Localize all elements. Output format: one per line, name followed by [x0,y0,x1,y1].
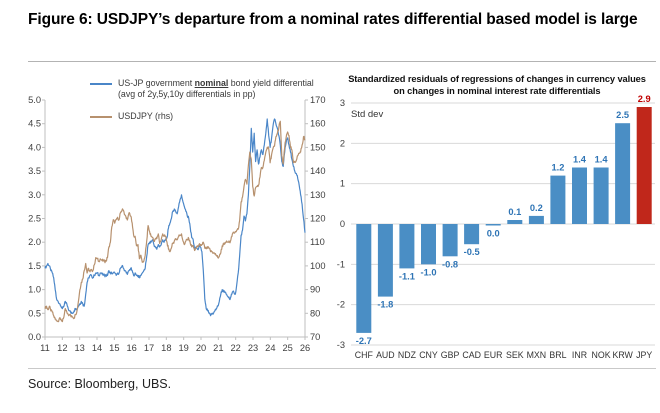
svg-text:26: 26 [300,343,310,353]
svg-text:GBP: GBP [441,350,460,360]
svg-text:JPY: JPY [636,350,652,360]
svg-text:2: 2 [340,138,345,148]
svg-text:120: 120 [310,214,326,224]
svg-text:170: 170 [310,95,326,105]
svg-text:INR: INR [572,350,587,360]
svg-text:-1.1: -1.1 [399,271,415,281]
svg-text:90: 90 [310,285,320,295]
usdjpy-legend-swatch [90,115,112,118]
svg-text:CHF: CHF [355,350,374,360]
svg-text:3.5: 3.5 [28,166,41,176]
svg-text:16: 16 [126,343,136,353]
bar-chart-title-line2: on changes in nominal interest rate diff… [393,85,601,96]
usdjpy-legend-label: USDJPY (rhs) [118,110,174,121]
svg-text:KRW: KRW [612,350,633,360]
svg-text:17: 17 [144,343,154,353]
svg-text:0.5: 0.5 [28,308,41,318]
svg-text:130: 130 [310,190,326,200]
svg-text:SEK: SEK [506,350,524,360]
svg-text:1.2: 1.2 [551,163,564,173]
svg-text:80: 80 [310,308,320,318]
differential-legend-label: US-JP government nominal bond yield diff… [118,78,314,100]
svg-text:1: 1 [340,179,345,189]
svg-text:19: 19 [178,343,188,353]
svg-text:150: 150 [310,142,326,152]
svg-text:0: 0 [340,219,345,229]
svg-text:4.5: 4.5 [28,119,41,129]
bar-chart-title-line1: Standardized residuals of regressions of… [348,74,646,84]
svg-text:CAD: CAD [462,350,481,360]
svg-text:22: 22 [230,343,240,353]
svg-text:-0.8: -0.8 [442,259,458,269]
svg-text:-3: -3 [337,340,345,350]
svg-text:-2.7: -2.7 [356,336,372,346]
svg-text:15: 15 [109,343,119,353]
source-text: Source: Bloomberg, UBS. [28,377,172,391]
svg-text:13: 13 [74,343,84,353]
svg-text:23: 23 [248,343,258,353]
bar-chart-svg: -3 -2 -1 0 1 2 3 Std dev -2.7 CHF -1.8 AUD -1.1 NDZ -1… [337,94,655,360]
svg-text:-1.0: -1.0 [420,267,436,277]
svg-text:14: 14 [92,343,102,353]
svg-text:160: 160 [310,119,326,129]
svg-text:21: 21 [213,343,223,353]
svg-text:Std dev: Std dev [351,109,383,120]
legend-item-differential: US-JP government nominal bond yield diff… [90,78,320,101]
svg-text:3: 3 [340,98,345,108]
svg-text:-0.5: -0.5 [464,247,480,257]
svg-text:-1: -1 [337,259,345,269]
svg-text:2.0: 2.0 [28,237,41,247]
svg-text:2.5: 2.5 [28,214,41,224]
svg-text:-2: -2 [337,300,345,310]
svg-text:25: 25 [282,343,292,353]
svg-text:EUR: EUR [484,350,503,360]
svg-text:12: 12 [57,343,67,353]
svg-text:2.5: 2.5 [616,110,629,120]
svg-text:20: 20 [196,343,206,353]
svg-text:NDZ: NDZ [398,350,417,360]
differential-legend-swatch [90,83,112,85]
svg-text:AUD: AUD [376,350,395,360]
svg-text:100: 100 [310,261,326,271]
svg-text:24: 24 [265,343,275,353]
svg-text:MXN: MXN [527,350,547,360]
svg-text:5.0: 5.0 [28,95,41,105]
svg-text:70: 70 [310,332,320,342]
svg-text:1.0: 1.0 [28,285,41,295]
svg-text:CNY: CNY [419,350,438,360]
svg-text:110: 110 [310,237,325,247]
svg-text:1.4: 1.4 [573,155,587,165]
svg-text:NOK: NOK [592,350,611,360]
line-chart-legend: US-JP government nominal bond yield diff… [90,78,320,132]
bar-chart: Standardized residuals of regressions of… [335,68,659,368]
svg-text:11: 11 [40,343,50,353]
figure-title: Figure 6: USDJPY’s departure from a nomi… [28,11,638,28]
legend-item-usdjpy: USDJPY (rhs) [90,111,320,122]
svg-text:2.9: 2.9 [638,94,651,104]
svg-text:0.1: 0.1 [508,207,521,217]
title-divider [28,61,656,62]
svg-text:BRL: BRL [549,350,566,360]
svg-text:0.0: 0.0 [487,229,500,239]
svg-text:0.2: 0.2 [530,203,543,213]
svg-text:4.0: 4.0 [28,142,41,152]
bar-chart-title: Standardized residuals of regressions of… [335,74,659,97]
line-chart: 0.0 0.5 1.0 1.5 2.0 2.5 3.0 3.5 4.0 4.5 5.0 70 80 90 1… [28,68,332,368]
svg-text:0.0: 0.0 [28,332,41,342]
svg-text:18: 18 [161,343,171,353]
svg-text:140: 140 [310,166,326,176]
svg-text:1.5: 1.5 [28,261,41,271]
svg-text:3.0: 3.0 [28,190,41,200]
line-chart-svg: 0.0 0.5 1.0 1.5 2.0 2.5 3.0 3.5 4.0 4.5 5.0 70 80 90 1… [28,95,326,353]
footer-divider [28,368,656,369]
svg-text:1.4: 1.4 [595,155,609,165]
svg-text:-1.8: -1.8 [377,300,393,310]
